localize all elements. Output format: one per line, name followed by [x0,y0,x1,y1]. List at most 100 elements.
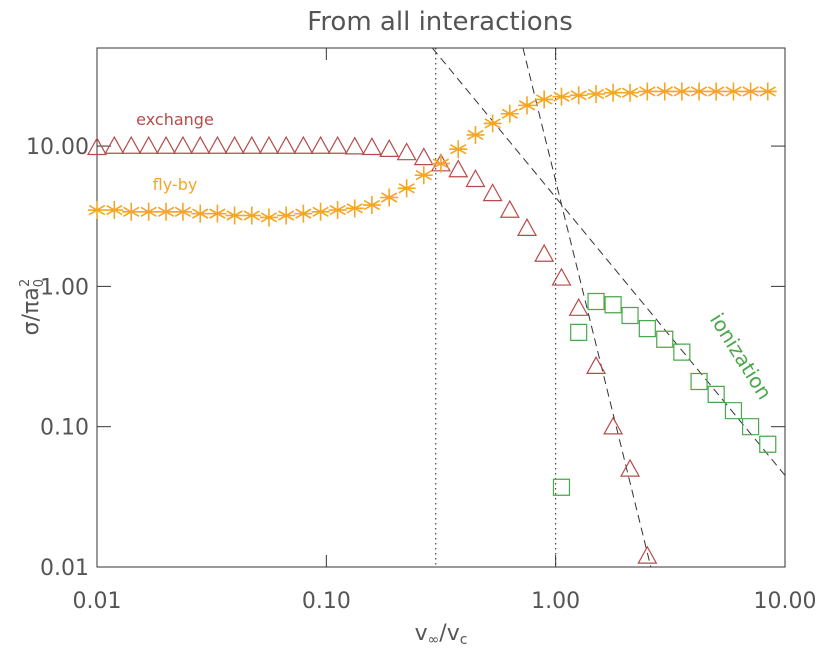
marker [208,204,227,223]
x-label-part: c [460,632,468,648]
marker [552,478,571,496]
marker [121,135,142,154]
marker [638,82,657,101]
marker [603,416,624,435]
marker [345,199,364,218]
marker [483,114,502,133]
marker [466,125,485,144]
marker [397,179,416,198]
x-tick-label: 0.10 [302,589,351,614]
reference-line [522,48,652,567]
marker [224,135,245,154]
marker [104,135,125,154]
marker [586,355,607,374]
marker [344,136,365,155]
marker [568,297,589,316]
marker [105,201,124,220]
marker [758,82,777,101]
marker [535,90,554,109]
marker [258,135,279,154]
series-label: ionization [705,309,777,404]
marker [362,196,381,215]
marker [604,83,623,102]
marker [396,142,417,161]
marker [499,199,520,218]
marker [259,208,278,227]
y-axis-label: σ/πa02 [18,279,47,336]
marker [379,138,400,157]
marker [604,296,622,314]
marker [690,82,709,101]
marker [516,217,538,236]
marker [534,243,555,262]
marker [414,166,433,185]
marker [500,104,519,123]
marker [328,201,347,220]
marker [638,320,656,338]
y-label-part: 2 [18,279,33,287]
x-label-part: /v [439,621,459,646]
x-tick-label: 1.00 [531,589,580,614]
marker [552,87,571,106]
marker [518,96,537,115]
marker [551,267,572,286]
x-label-part: v [415,621,428,646]
y-label-part: σ/πa [19,287,44,335]
marker [156,135,177,154]
marker [190,135,211,154]
marker [276,135,297,154]
marker [327,135,348,154]
marker [741,82,760,101]
marker [431,154,450,173]
marker [707,82,726,101]
marker [86,137,108,156]
plot-frame [96,47,786,568]
marker [277,206,296,225]
y-tick-label: 10.00 [26,135,89,160]
marker [637,545,658,564]
x-axis-label: v∞/vc [415,621,468,648]
y-label-part: 0 [32,279,47,287]
marker [690,372,708,391]
marker [122,202,141,221]
series-label: fly-by [153,175,198,194]
marker [311,202,330,221]
marker [242,206,261,225]
marker [241,135,262,154]
y-tick-label: 1.00 [40,275,89,300]
reference-line [431,48,785,476]
marker [449,140,468,159]
marker [380,188,399,207]
marker [173,202,192,221]
marker [759,435,777,453]
marker [172,135,193,154]
marker [707,385,725,403]
marker [138,135,159,154]
marker [191,204,210,223]
marker [621,83,640,102]
marker [448,159,469,178]
x-tick-label: 0.01 [73,589,122,614]
chart-title: From all interactions [307,7,572,37]
marker [157,202,176,221]
y-tick-label: 0.01 [40,556,89,581]
marker [742,418,760,436]
marker [620,458,641,477]
marker [587,85,606,104]
x-label-part: ∞ [428,632,440,648]
marker [482,183,503,202]
marker [569,86,588,105]
marker [570,323,588,341]
marker [207,135,228,154]
marker [293,135,314,154]
marker [672,82,691,101]
marker [225,206,244,225]
marker [724,82,743,101]
marker [587,292,605,311]
marker [724,402,743,420]
x-tick-label: 10.00 [754,589,817,614]
marker [655,82,674,101]
y-tick-label: 0.10 [40,416,89,441]
marker [139,202,158,221]
